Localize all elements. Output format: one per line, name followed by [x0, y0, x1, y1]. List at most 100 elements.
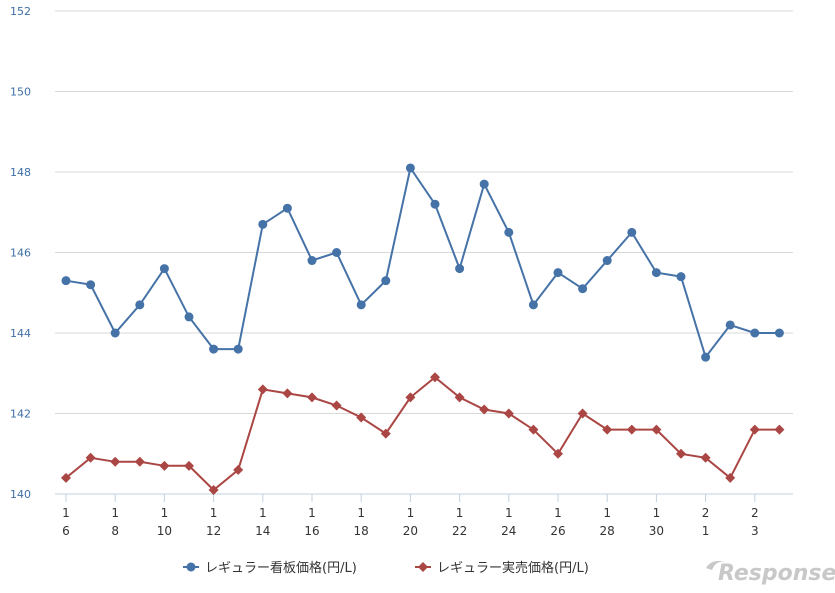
data-point[interactable] — [627, 227, 637, 237]
data-point[interactable] — [331, 400, 342, 411]
y-tick-label: 148 — [10, 166, 31, 179]
data-point[interactable] — [651, 424, 662, 435]
data-point[interactable] — [233, 464, 244, 475]
x-tick-label-day: 26 — [550, 524, 565, 538]
data-point[interactable] — [134, 456, 145, 467]
data-point[interactable] — [61, 276, 71, 286]
data-point[interactable] — [380, 428, 391, 439]
data-point[interactable] — [577, 408, 588, 419]
data-point[interactable] — [725, 472, 736, 483]
data-point[interactable] — [528, 424, 539, 435]
x-tick-label-day: 3 — [751, 524, 759, 538]
data-point[interactable] — [528, 300, 538, 310]
data-point[interactable] — [553, 448, 563, 459]
data-point[interactable] — [578, 284, 588, 294]
data-point[interactable] — [159, 460, 170, 471]
legend-item-1[interactable]: レギュラー看板価格(円/L) — [183, 560, 357, 576]
x-tick-label-day: 10 — [157, 524, 172, 538]
x-tick-label-day: 28 — [600, 524, 615, 538]
data-point[interactable] — [307, 392, 317, 403]
data-point[interactable] — [209, 344, 219, 354]
y-axis: 140 142 144 146 148 150 152 — [10, 5, 31, 501]
data-point[interactable] — [135, 300, 145, 310]
data-point[interactable] — [503, 408, 514, 419]
data-point[interactable] — [774, 424, 785, 435]
watermark-logo: Response. — [706, 560, 835, 586]
x-tick-label-day: 30 — [649, 524, 664, 538]
data-point[interactable] — [86, 280, 96, 290]
data-point[interactable] — [676, 448, 686, 459]
x-tick-label-month: 2 — [751, 506, 759, 520]
data-point[interactable] — [405, 392, 416, 403]
y-tick-label: 146 — [10, 247, 31, 260]
data-point[interactable] — [257, 384, 268, 395]
data-point[interactable] — [430, 199, 440, 209]
x-tick-label-day: 6 — [62, 524, 70, 538]
data-point[interactable] — [85, 452, 96, 463]
data-point[interactable] — [749, 424, 760, 435]
data-point[interactable] — [307, 256, 317, 266]
data-point[interactable] — [626, 424, 637, 435]
data-point[interactable] — [750, 328, 760, 338]
data-point[interactable] — [282, 388, 293, 399]
x-tick-label-month: 1 — [603, 506, 611, 520]
data-point[interactable] — [701, 352, 711, 362]
x-tick-label-month: 1 — [111, 506, 119, 520]
data-point[interactable] — [356, 300, 366, 310]
data-point[interactable] — [700, 452, 711, 463]
data-point[interactable] — [455, 264, 465, 274]
data-point[interactable] — [553, 268, 563, 278]
x-tick-label-month: 1 — [653, 506, 661, 520]
x-tick-label-day: 24 — [501, 524, 516, 538]
x-tick-label-month: 1 — [210, 506, 218, 520]
data-point[interactable] — [651, 268, 661, 278]
data-point[interactable] — [602, 424, 613, 435]
x-tick-label-day: 1 — [702, 524, 710, 538]
grid-lines — [55, 10, 793, 495]
x-tick-label-day: 8 — [111, 524, 119, 538]
x-tick-label-day: 16 — [304, 524, 319, 538]
data-point[interactable] — [110, 456, 121, 467]
data-point[interactable] — [381, 276, 391, 286]
y-tick-label: 150 — [10, 86, 31, 99]
data-point[interactable] — [676, 272, 686, 282]
x-axis: 1618110112114116118120122124126128130212… — [62, 494, 759, 538]
data-point[interactable] — [356, 412, 367, 423]
logo-swoosh-icon — [706, 560, 726, 570]
data-point[interactable] — [282, 203, 292, 213]
data-point[interactable] — [405, 163, 415, 173]
x-tick-label-day: 14 — [255, 524, 270, 538]
data-point[interactable] — [258, 219, 268, 229]
y-tick-label: 140 — [10, 488, 31, 501]
data-point[interactable] — [479, 404, 490, 415]
data-point[interactable] — [61, 472, 71, 483]
data-point[interactable] — [602, 256, 612, 266]
data-point[interactable] — [332, 248, 342, 257]
x-tick-label-month: 1 — [357, 506, 365, 520]
series-group — [61, 163, 785, 495]
data-point[interactable] — [184, 312, 194, 322]
data-point[interactable] — [774, 328, 784, 338]
y-tick-label: 144 — [10, 327, 31, 340]
data-point[interactable] — [208, 484, 219, 495]
data-point[interactable] — [430, 372, 440, 383]
x-tick-label-month: 1 — [62, 506, 70, 520]
data-point[interactable] — [233, 344, 243, 354]
y-tick-label: 142 — [10, 408, 31, 421]
data-point[interactable] — [159, 264, 169, 274]
x-tick-label-day: 20 — [403, 524, 418, 538]
data-point[interactable] — [454, 392, 465, 403]
x-tick-label-month: 1 — [407, 506, 415, 520]
y-tick-label: 152 — [10, 5, 31, 18]
data-point[interactable] — [110, 328, 120, 338]
data-point[interactable] — [184, 460, 194, 471]
x-tick-label-month: 1 — [259, 506, 267, 520]
data-point[interactable] — [479, 179, 489, 189]
data-point[interactable] — [725, 320, 735, 330]
data-point[interactable] — [504, 227, 514, 237]
x-tick-label-month: 1 — [308, 506, 316, 520]
watermark-text: Response. — [718, 561, 835, 586]
x-tick-label-month: 2 — [702, 506, 710, 520]
legend-item-2[interactable]: レギュラー実売価格(円/L) — [415, 560, 589, 576]
x-tick-label-day: 22 — [452, 524, 467, 538]
